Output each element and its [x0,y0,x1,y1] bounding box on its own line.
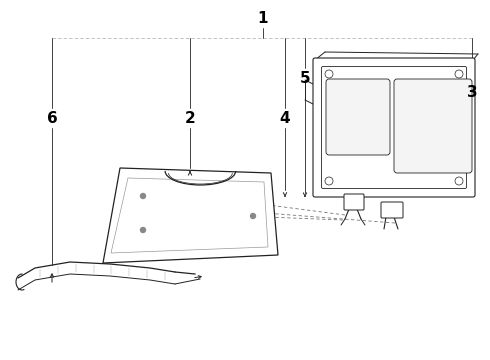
Circle shape [141,194,146,198]
FancyBboxPatch shape [326,79,390,155]
Text: 3: 3 [466,85,477,99]
Text: 2: 2 [185,111,196,126]
Text: 1: 1 [258,10,268,26]
FancyBboxPatch shape [381,202,403,218]
Text: 4: 4 [280,111,290,126]
FancyBboxPatch shape [344,194,364,210]
Circle shape [250,213,255,219]
FancyBboxPatch shape [321,67,466,189]
FancyBboxPatch shape [394,79,472,173]
Polygon shape [103,168,278,263]
Polygon shape [111,178,268,253]
Text: 6: 6 [47,111,57,126]
Text: 5: 5 [300,71,310,86]
FancyBboxPatch shape [313,58,475,197]
Circle shape [141,228,146,233]
